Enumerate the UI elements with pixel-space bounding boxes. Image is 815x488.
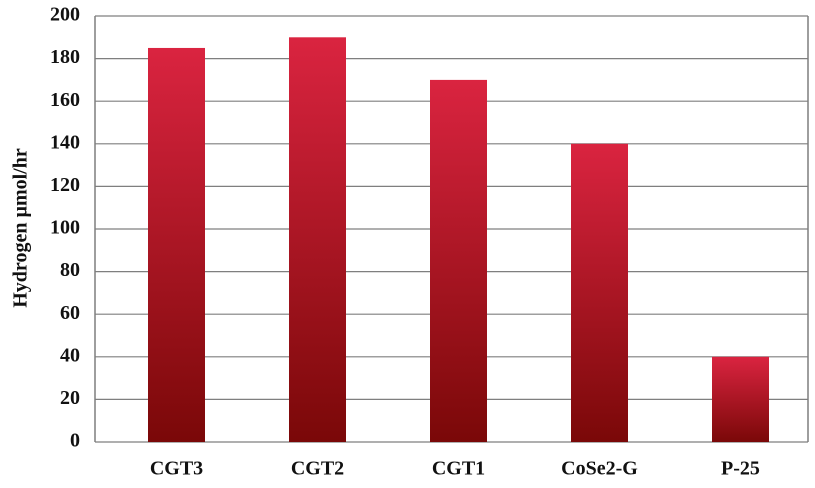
bar	[148, 47, 205, 442]
bar	[289, 37, 346, 443]
y-tick-label: 20	[60, 387, 80, 409]
y-tick-label: 160	[50, 89, 80, 111]
y-tick-label: 40	[60, 344, 80, 366]
bar	[571, 143, 628, 443]
y-tick-label: 80	[60, 259, 80, 281]
y-tick-label: 180	[50, 46, 80, 68]
x-tick-label: CGT2	[291, 458, 344, 480]
y-tick-label: 0	[70, 430, 80, 452]
y-tick-label: 100	[50, 217, 80, 239]
x-tick-label: CoSe2-G	[561, 458, 638, 480]
x-tick-label: CGT3	[150, 458, 203, 480]
y-tick-label: 120	[50, 174, 80, 196]
y-tick-label: 200	[50, 4, 80, 26]
bar	[430, 79, 487, 443]
x-tick-label: CGT1	[432, 458, 485, 480]
y-tick-label: 140	[50, 131, 80, 153]
y-axis-label: Hydrogen µmol/hr	[10, 148, 32, 308]
y-tick-label: 60	[60, 302, 80, 324]
bar	[712, 356, 769, 442]
x-tick-label: P-25	[721, 458, 760, 480]
